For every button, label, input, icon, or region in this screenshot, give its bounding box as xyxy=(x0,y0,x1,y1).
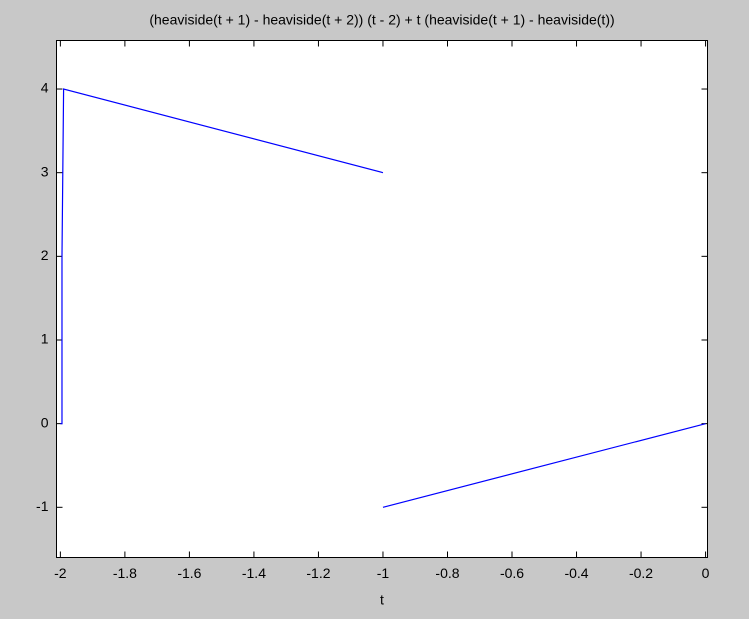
y-tick-label: -1 xyxy=(36,498,49,514)
x-tick-label: -1.4 xyxy=(242,565,266,581)
x-tick-label: -2 xyxy=(54,565,67,581)
y-tick-label: 0 xyxy=(41,414,49,430)
x-tick-label: -0.8 xyxy=(435,565,459,581)
x-tick-label: -0.4 xyxy=(564,565,588,581)
data-line xyxy=(60,88,706,508)
x-tick-label: -0.2 xyxy=(629,565,653,581)
x-tick-label: -1 xyxy=(377,565,390,581)
x-axis-label: t xyxy=(380,592,384,608)
x-tick-label: -1.2 xyxy=(306,565,330,581)
y-tick-label: 4 xyxy=(41,80,49,96)
y-tick-label: 2 xyxy=(41,247,49,263)
x-tick-label: 0 xyxy=(702,565,710,581)
plot-area xyxy=(56,40,708,558)
x-tick-label: -1.8 xyxy=(113,565,137,581)
x-tick-label: -1.6 xyxy=(177,565,201,581)
y-tick-label: 3 xyxy=(41,163,49,179)
chart-title: (heaviside(t + 1) - heaviside(t + 2)) (t… xyxy=(149,12,614,28)
y-tick-label: 1 xyxy=(41,331,49,347)
x-tick-label: -0.6 xyxy=(500,565,524,581)
